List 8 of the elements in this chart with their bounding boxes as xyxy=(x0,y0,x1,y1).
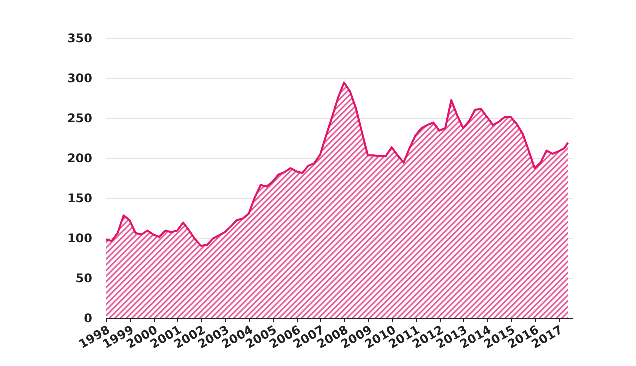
y-tick-label: 50 xyxy=(76,272,92,286)
y-tick-label: 0 xyxy=(84,312,92,326)
y-tick-label: 200 xyxy=(67,152,92,166)
y-tick-label: 250 xyxy=(67,112,92,126)
y-tick-label: 350 xyxy=(67,32,92,46)
y-tick-label: 150 xyxy=(67,192,92,206)
y-tick-label: 100 xyxy=(67,232,92,246)
y-tick-label: 300 xyxy=(67,72,92,86)
